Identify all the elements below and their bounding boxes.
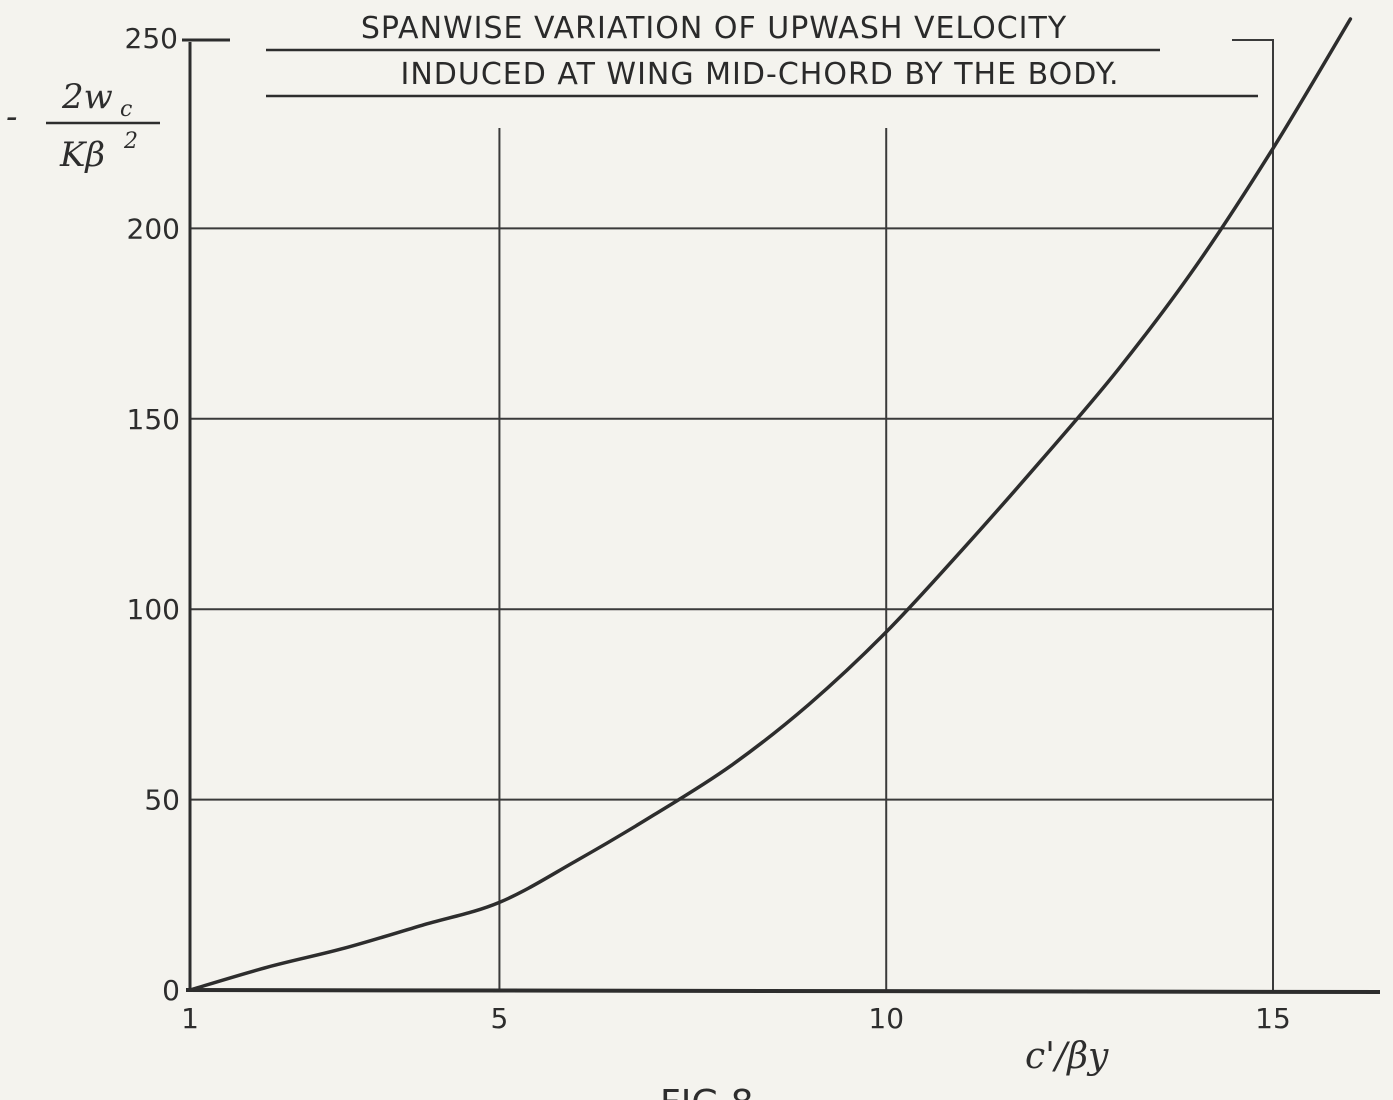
axes	[185, 42, 1381, 994]
x-tick-labels: 1 5 10 15	[181, 1002, 1291, 1035]
x-tick-label-1: 1	[181, 1002, 199, 1035]
y-label-numerator: 2w	[61, 77, 113, 117]
y-tick-labels: 0 50 100 150 200 250	[125, 22, 230, 1007]
frame-corner	[1232, 39, 1274, 60]
y-tick-label-200: 200	[127, 212, 180, 245]
y-tick-label-250: 250	[125, 22, 178, 55]
title-line-1: SPANWISE VARIATION OF UPWASH VELOCITY	[361, 11, 1067, 46]
x-axis-label: c'/βy	[1025, 1036, 1109, 1077]
y-label-sign: -	[6, 97, 18, 137]
figure-label: FIG.8	[660, 1083, 754, 1100]
y-tick-label-0: 0	[162, 974, 180, 1007]
y-axis-label: - 2w c Kβ 2	[6, 77, 160, 175]
title-line-2: INDUCED AT WING MID-CHORD BY THE BODY.	[400, 57, 1119, 92]
chart-title: SPANWISE VARIATION OF UPWASH VELOCITY IN…	[266, 11, 1258, 98]
y-tick-label-50: 50	[144, 784, 180, 817]
y-tick-label-100: 100	[127, 593, 180, 626]
x-axis-line	[185, 988, 1381, 994]
x-tick-label-5: 5	[491, 1002, 509, 1035]
grid-lines	[190, 39, 1274, 990]
x-tick-label-15: 15	[1255, 1002, 1291, 1035]
y-label-denominator: Kβ	[59, 135, 105, 175]
x-tick-label-10: 10	[868, 1002, 904, 1035]
series	[188, 17, 1353, 992]
y-tick-label-150: 150	[127, 403, 180, 436]
y-label-power: 2	[123, 129, 138, 154]
series-line-0	[188, 17, 1353, 992]
y-label-subscript: c	[120, 97, 132, 122]
